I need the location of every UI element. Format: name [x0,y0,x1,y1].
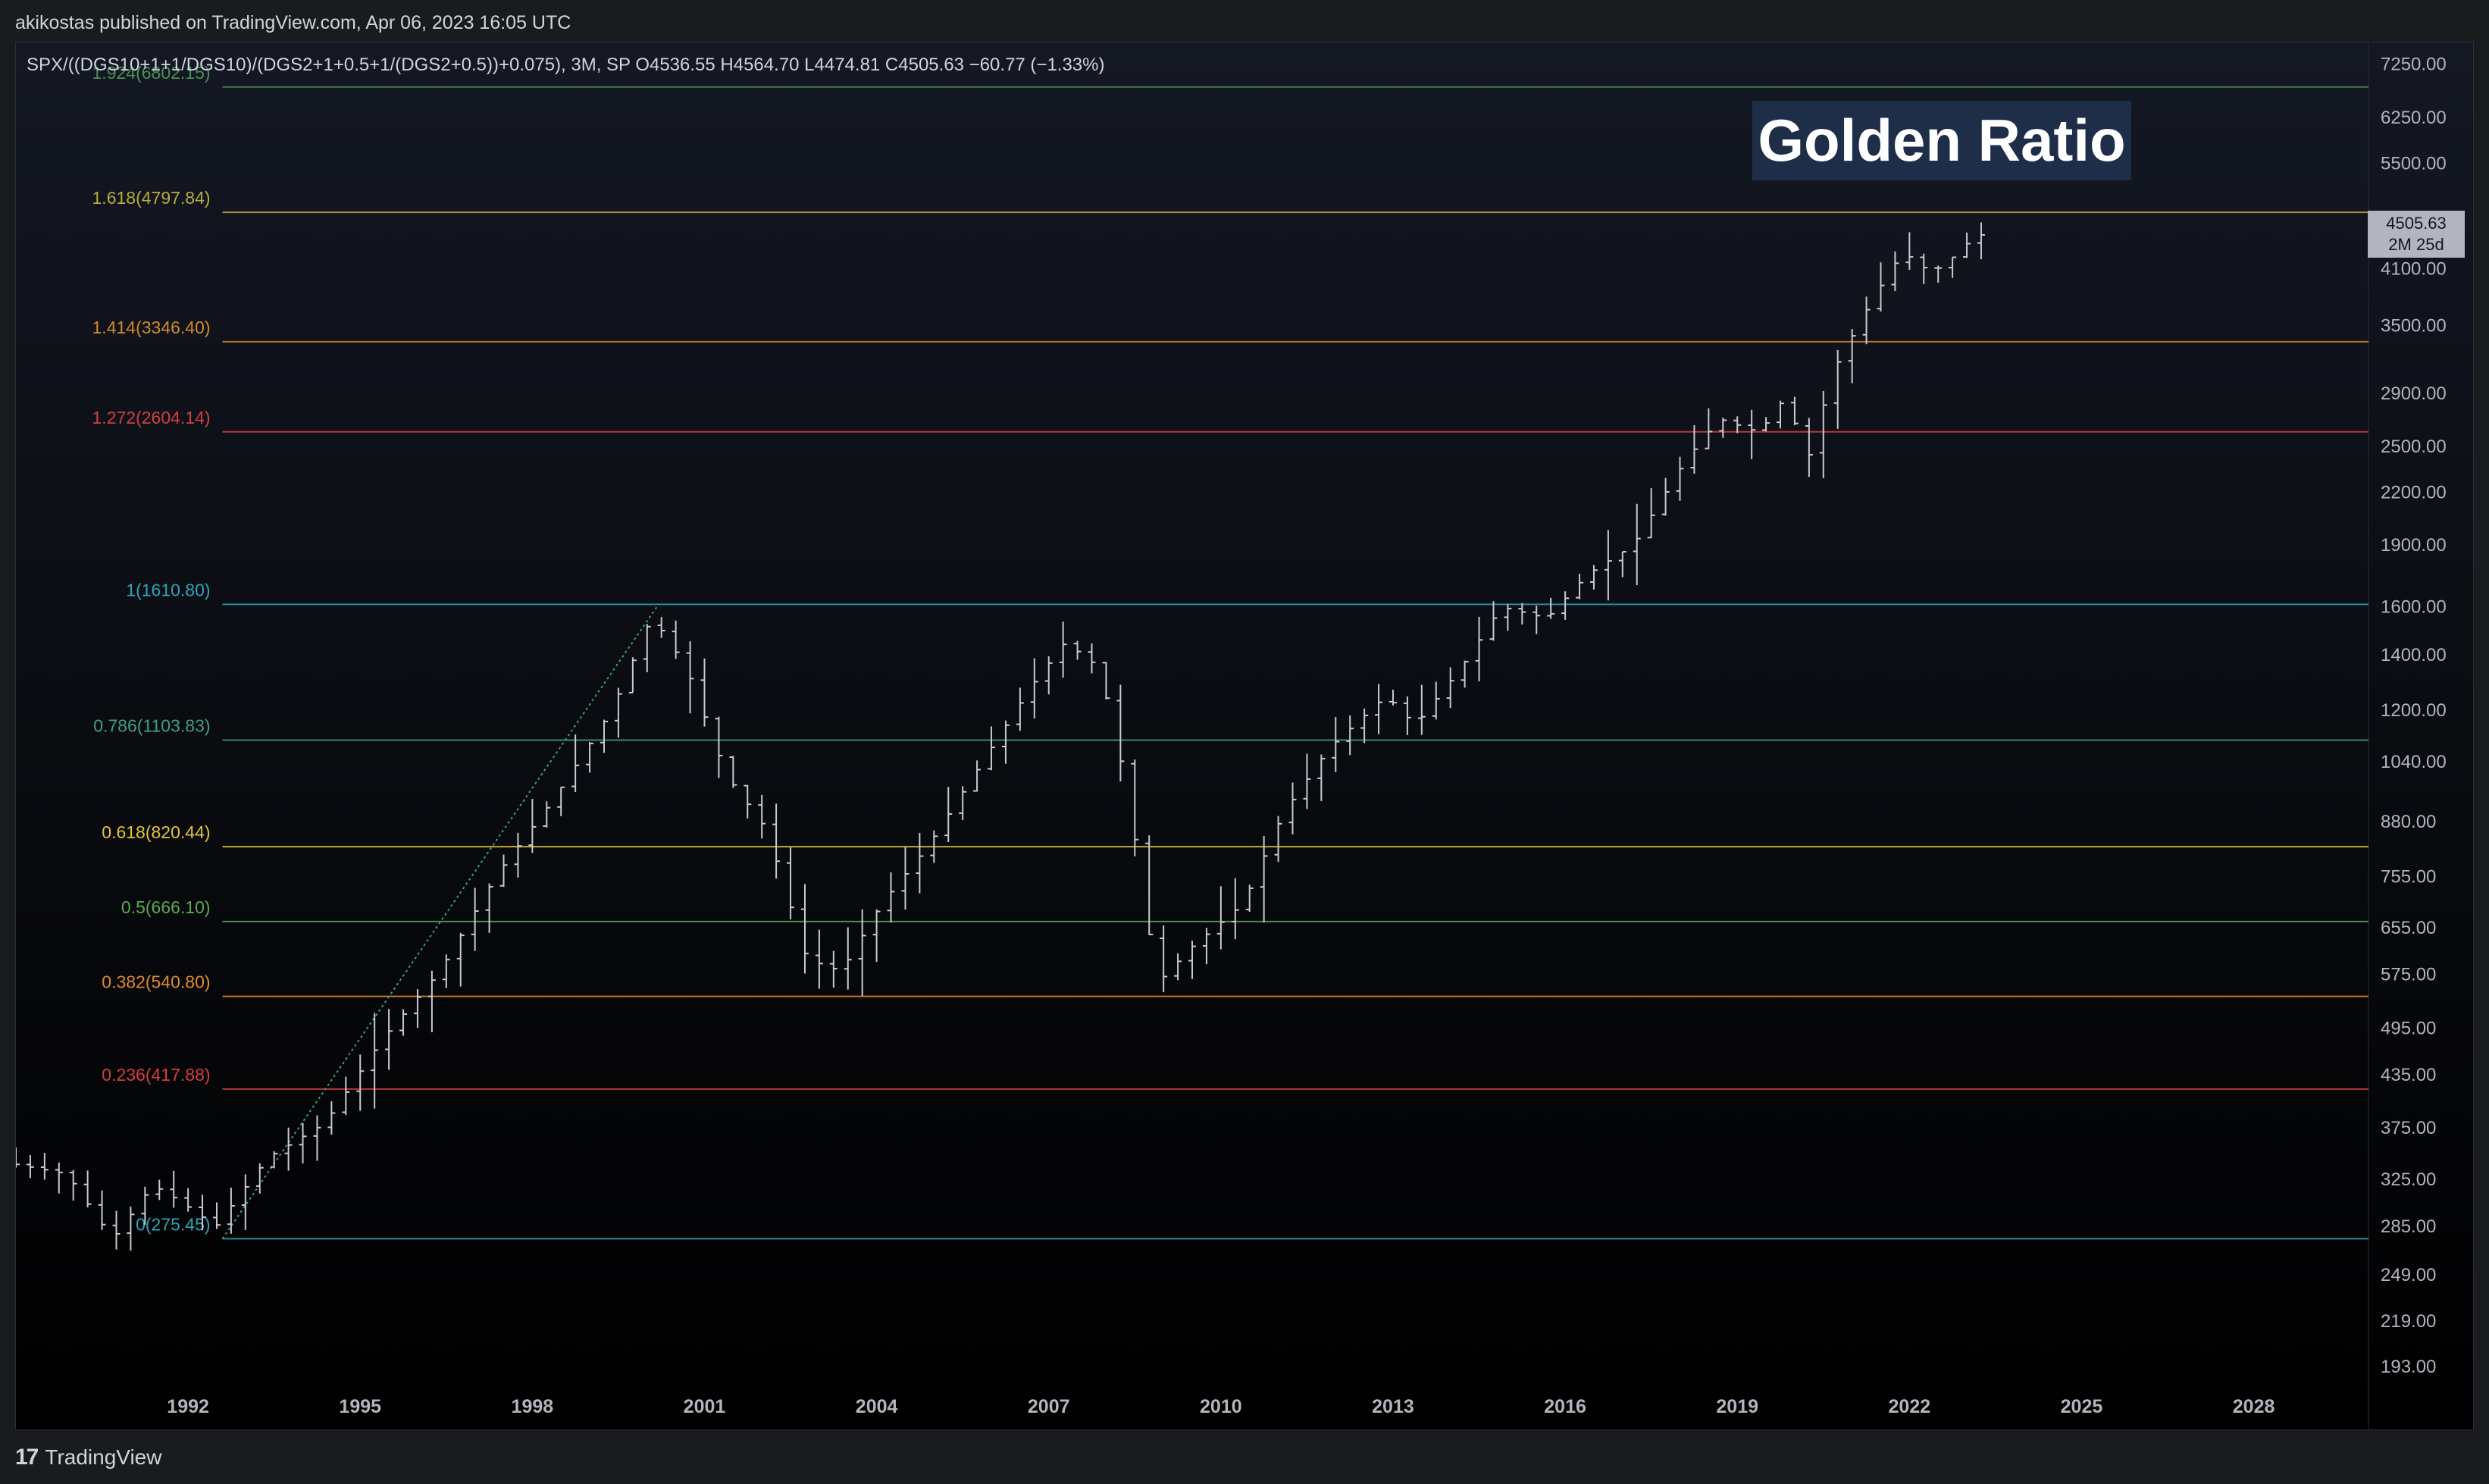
x-tick-label: 2019 [1716,1396,1758,1417]
fib-level-label: 1.414(3346.40) [92,318,211,337]
price-change: −60.77 (−1.33%) [969,55,1105,75]
y-tick-label: 880.00 [2381,812,2436,832]
y-tick-label: 219.00 [2381,1311,2436,1332]
fib-level-label: 0.786(1103.83) [93,716,210,736]
y-tick-label: 655.00 [2381,918,2436,938]
x-tick-label: 2028 [2233,1396,2275,1417]
y-tick-label: 1400.00 [2381,645,2447,665]
price-chart[interactable]: 1.924(6802.15) 1.618(4797.84) 1.414(3346.4… [16,42,2474,1430]
fib-trend-line [221,603,659,1239]
y-tick-label: 4100.00 [2381,259,2447,280]
symbol-name: SPX/((DGS10+1+1/DGS10)/(DGS2+1+0.5+1/(DG… [27,55,631,75]
x-tick-label: 1998 [512,1396,554,1417]
y-tick-label: 249.00 [2381,1265,2436,1285]
y-tick-label: 2500.00 [2381,437,2447,457]
fib-level-label: 1.272(2604.14) [92,408,211,427]
x-tick-label: 1995 [339,1396,381,1417]
fib-level-label: 1.924(6802.15) [92,63,211,83]
fib-level-label: 0.5(666.10) [121,897,211,917]
x-tick-label: 2025 [2061,1396,2103,1417]
y-tick-label: 1600.00 [2381,597,2447,618]
chart-panel[interactable]: 1.924(6802.15) 1.618(4797.84) 1.414(3346.4… [15,42,2474,1430]
y-tick-label: 285.00 [2381,1216,2436,1237]
y-tick-label: 3500.00 [2381,316,2447,337]
y-tick-label: 755.00 [2381,867,2436,888]
y-tick-label: 1040.00 [2381,752,2447,772]
x-tick-label: 2004 [856,1396,898,1417]
x-tick-label: 2013 [1372,1396,1414,1417]
y-tick-label: 575.00 [2381,965,2436,985]
y-tick-label: 2200.00 [2381,483,2447,503]
y-tick-label: 6250.00 [2381,108,2447,128]
y-tick-label: 1200.00 [2381,700,2447,721]
y-tick-label: 193.00 [2381,1357,2436,1377]
x-tick-label: 2010 [1200,1396,1242,1417]
y-tick-label: 325.00 [2381,1169,2436,1190]
tradingview-brand: TradingView [45,1445,162,1469]
golden-ratio-label: Golden Ratio [1752,101,2131,180]
fib-level-label: 0.236(417.88) [102,1065,210,1085]
fib-level-label: 0.618(820.44) [102,822,210,842]
x-tick-label: 1992 [167,1396,209,1417]
bar-countdown: 2M 25d [2388,235,2444,254]
y-tick-label: 495.00 [2381,1019,2436,1039]
fib-level-label: 1(1610.80) [126,580,210,600]
x-tick-label: 2016 [1544,1396,1586,1417]
current-price-value: 4505.63 [2386,214,2447,233]
y-tick-label: 2900.00 [2381,384,2447,404]
fib-level-label: 0.382(540.80) [102,972,210,992]
symbol-legend[interactable]: SPX/((DGS10+1+1/DGS10)/(DGS2+1+0.5+1/(DG… [27,55,1104,76]
tradingview-logo[interactable]: 17 TradingView [15,1445,161,1470]
y-tick-label: 1900.00 [2381,535,2447,556]
y-tick-label: 375.00 [2381,1118,2436,1138]
publisher-bar: akikostas published on TradingView.com, … [0,0,2489,45]
y-tick-label: 5500.00 [2381,153,2447,174]
tradingview-logo-icon: 17 [15,1445,39,1470]
y-tick-label: 7250.00 [2381,55,2447,75]
publisher-text: akikostas published on TradingView.com, … [15,11,571,33]
fib-level-label: 0(275.45) [136,1214,210,1234]
y-tick-label: 435.00 [2381,1065,2436,1085]
x-tick-label: 2007 [1028,1396,1070,1417]
x-tick-label: 2022 [1889,1396,1931,1417]
ohlc-values: O4536.55 H4564.70 L4474.81 C4505.63 [635,55,965,75]
fib-level-label: 1.618(4797.84) [92,188,211,208]
footer-bar: 17 TradingView [0,1431,2489,1484]
current-price-tag: 4505.63 2M 25d [2368,211,2465,258]
x-tick-label: 2001 [684,1396,726,1417]
